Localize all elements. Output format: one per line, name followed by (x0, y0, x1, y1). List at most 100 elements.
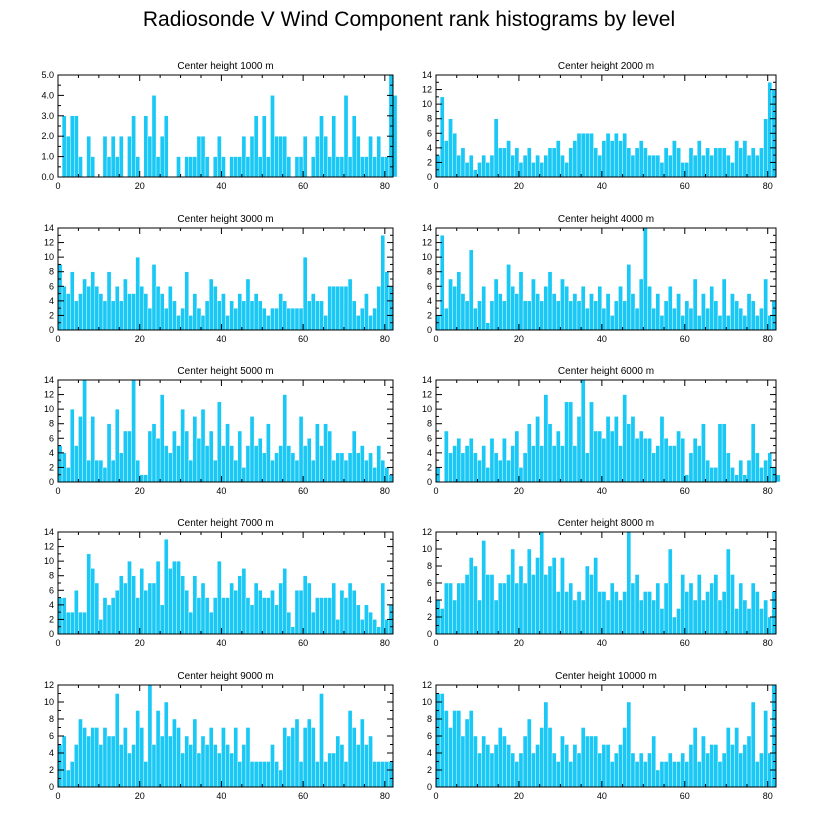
histogram-bar (155, 286, 161, 331)
histogram-bar (518, 752, 524, 788)
histogram-bar (135, 710, 140, 788)
histogram-bar (473, 565, 478, 635)
histogram-bar (535, 293, 540, 331)
y-tick-label: 4 (427, 143, 432, 153)
x-tick-label: 60 (680, 181, 690, 191)
histogram-bar (692, 438, 698, 483)
histogram-bar (356, 744, 361, 788)
histogram-bar (372, 761, 377, 788)
histogram-bar (663, 438, 669, 483)
histogram-bar (351, 727, 357, 788)
histogram-bar (184, 590, 189, 635)
histogram-bar (618, 599, 623, 635)
histogram-bar (493, 118, 499, 178)
histogram-bar (672, 761, 677, 788)
histogram-bar (57, 744, 63, 788)
histogram-bar (274, 761, 279, 788)
histogram-bar (468, 710, 474, 788)
histogram-bar (605, 599, 611, 635)
x-tick-label: 40 (216, 638, 226, 648)
histogram-bar (481, 286, 486, 331)
histogram-bar (593, 300, 598, 331)
y-tick-label: 4.0 (41, 90, 54, 100)
histogram-bar (90, 568, 95, 635)
histogram-bar (82, 611, 87, 635)
histogram-bar (609, 761, 615, 788)
histogram-bar (489, 438, 495, 483)
histogram-bar (755, 154, 760, 178)
histogram-bar (580, 286, 586, 331)
histogram-bar (335, 156, 341, 178)
histogram-bar (676, 761, 681, 788)
x-tick-label: 20 (514, 181, 524, 191)
x-tick-label: 60 (680, 334, 690, 344)
histogram-bar (547, 271, 553, 331)
histogram-bar (213, 286, 218, 331)
histogram-bar (535, 557, 540, 635)
histogram-bar (738, 307, 744, 331)
histogram-bar (327, 597, 332, 635)
histogram-bar (147, 307, 153, 331)
histogram-bar (249, 604, 255, 635)
histogram-bar (106, 271, 112, 331)
histogram-bar (266, 315, 271, 331)
histogram-bar (651, 599, 656, 635)
histogram-bar (57, 445, 63, 483)
x-tick-label: 20 (135, 334, 145, 344)
histogram-bar (323, 597, 328, 635)
histogram-bar (196, 135, 202, 178)
panel-2: Center height 2000 m 0 20 40 60 80 0 2 4 6 8 10 12 14 (422, 61, 777, 191)
histogram-bar (468, 154, 474, 178)
x-tick-label: 80 (380, 334, 390, 344)
histogram-bar (208, 727, 214, 788)
x-tick-label: 40 (216, 181, 226, 191)
histogram-bar (655, 769, 661, 788)
histogram-bar (717, 315, 723, 331)
histogram-bar (630, 154, 636, 178)
histogram-bar (384, 467, 390, 483)
histogram-bar (356, 604, 361, 635)
histogram-bar (713, 467, 719, 483)
histogram-bar (229, 752, 234, 788)
histogram-bar (155, 156, 161, 178)
histogram-bar (556, 300, 561, 331)
histogram-bar (439, 693, 445, 788)
histogram-bar (721, 423, 727, 483)
histogram-bar (439, 96, 445, 178)
histogram-bar (763, 278, 768, 331)
histogram-bar (759, 307, 764, 331)
histogram-bar (204, 445, 210, 483)
histogram-bar (597, 286, 603, 331)
histogram-bar (364, 744, 369, 788)
histogram-bar (245, 156, 251, 178)
histogram-bar (614, 133, 619, 178)
x-tick-label: 20 (514, 334, 524, 344)
histogram-bar (147, 684, 153, 788)
histogram-bar (489, 574, 495, 635)
histogram-bar (672, 445, 677, 483)
histogram-bar (192, 718, 198, 788)
histogram-bar (266, 761, 271, 788)
y-tick-label: 1.0 (41, 152, 54, 162)
histogram-bar (217, 401, 222, 483)
histogram-bar (159, 604, 165, 635)
histogram-bar (241, 300, 247, 331)
histogram-bar (477, 599, 482, 635)
histogram-bar (98, 744, 104, 788)
histogram-bar (119, 452, 124, 483)
histogram-bar (127, 135, 132, 178)
histogram-bar (351, 430, 357, 483)
histogram-bar (98, 619, 104, 635)
histogram-bar (701, 154, 706, 178)
histogram-bar (380, 582, 386, 635)
histogram-bar (755, 315, 760, 331)
histogram-bar (510, 548, 515, 635)
histogram-bar (262, 452, 267, 483)
y-tick-label: 10 (44, 556, 54, 566)
histogram-bar (266, 423, 271, 483)
histogram-bar (233, 459, 238, 483)
histogram-bar (543, 701, 549, 788)
histogram-bar (384, 761, 390, 788)
histogram-bar (237, 761, 243, 788)
histogram-bar (651, 154, 656, 178)
